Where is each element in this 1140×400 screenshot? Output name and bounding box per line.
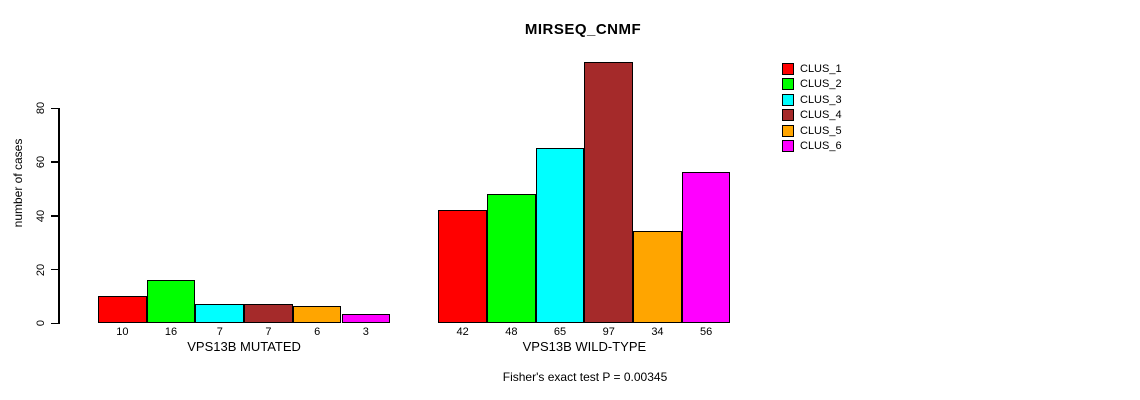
bar-value-label: 97 [602, 326, 615, 338]
chart-title: MIRSEQ_CNMF [524, 21, 642, 38]
legend-item-clus_4: CLUS_4 [782, 108, 842, 124]
bar-value-label: 56 [700, 326, 713, 338]
legend-label: CLUS_1 [800, 62, 842, 75]
bar-clus_4-mutated [244, 303, 293, 323]
y-tick-label: 80 [35, 102, 47, 115]
y-tick [51, 215, 58, 217]
y-axis-line [58, 107, 60, 324]
y-tick [51, 322, 58, 324]
legend-label: CLUS_2 [800, 78, 842, 91]
bar-clus_6-mutated [341, 314, 391, 323]
bar-value-label: 34 [651, 326, 664, 338]
bar-value-label: 7 [216, 326, 223, 338]
legend-swatch-icon [782, 140, 794, 153]
bar-value-label: 48 [505, 326, 518, 338]
legend-item-clus_5: CLUS_5 [782, 123, 842, 139]
bar-clus_4-wild-type [584, 61, 634, 323]
legend-swatch-icon [782, 93, 794, 106]
fisher-test-annotation: Fisher's exact test P = 0.00345 [502, 370, 668, 384]
y-tick-label: 60 [35, 155, 47, 169]
y-tick-label: 40 [35, 209, 47, 222]
legend-label: CLUS_3 [800, 93, 842, 106]
legend-item-clus_6: CLUS_6 [782, 139, 842, 155]
y-tick [51, 268, 58, 271]
legend: CLUS_1 CLUS_2 CLUS_3 CLUS_4 CLUS_5 CLUS_6 [782, 61, 842, 154]
group-label-mutated: VPS13B MUTATED [187, 339, 301, 354]
bar-value-label: 42 [456, 326, 469, 338]
legend-swatch-icon [782, 78, 794, 91]
legend-item-clus_3: CLUS_3 [782, 92, 842, 108]
y-tick [51, 107, 58, 109]
bar-clus_1-mutated [98, 295, 147, 323]
y-axis-title: number of cases [11, 138, 25, 228]
bar-value-label: 7 [265, 326, 272, 338]
bar-clus_5-mutated [292, 306, 342, 323]
bar-clus_3-wild-type [535, 147, 585, 323]
group-label-wild-type: VPS13B WILD-TYPE [522, 339, 647, 354]
y-tick [51, 161, 58, 163]
legend-swatch-icon [782, 109, 794, 122]
y-tick-label: 20 [35, 263, 47, 276]
bar-value-label: 10 [116, 326, 129, 338]
bar-clus_2-wild-type [487, 193, 536, 323]
y-tick-label: 0 [35, 320, 47, 327]
bar-clus_6-wild-type [681, 172, 731, 323]
bar-clus_2-mutated [146, 279, 196, 323]
bar-value-label: 6 [314, 326, 321, 338]
bar-clus_5-wild-type [633, 231, 682, 323]
bar-value-label: 65 [553, 326, 567, 338]
bar-clus_1-wild-type [438, 209, 487, 323]
legend-label: CLUS_4 [800, 109, 842, 122]
legend-item-clus_1: CLUS_1 [782, 61, 842, 77]
bar-clus_3-mutated [195, 303, 245, 323]
legend-label: CLUS_6 [800, 140, 842, 153]
bar-value-label: 16 [164, 326, 178, 338]
legend-swatch-icon [782, 62, 794, 75]
bar-value-label: 3 [362, 326, 369, 338]
legend-swatch-icon [782, 124, 794, 137]
legend-item-clus_2: CLUS_2 [782, 77, 842, 93]
legend-label: CLUS_5 [800, 124, 842, 137]
